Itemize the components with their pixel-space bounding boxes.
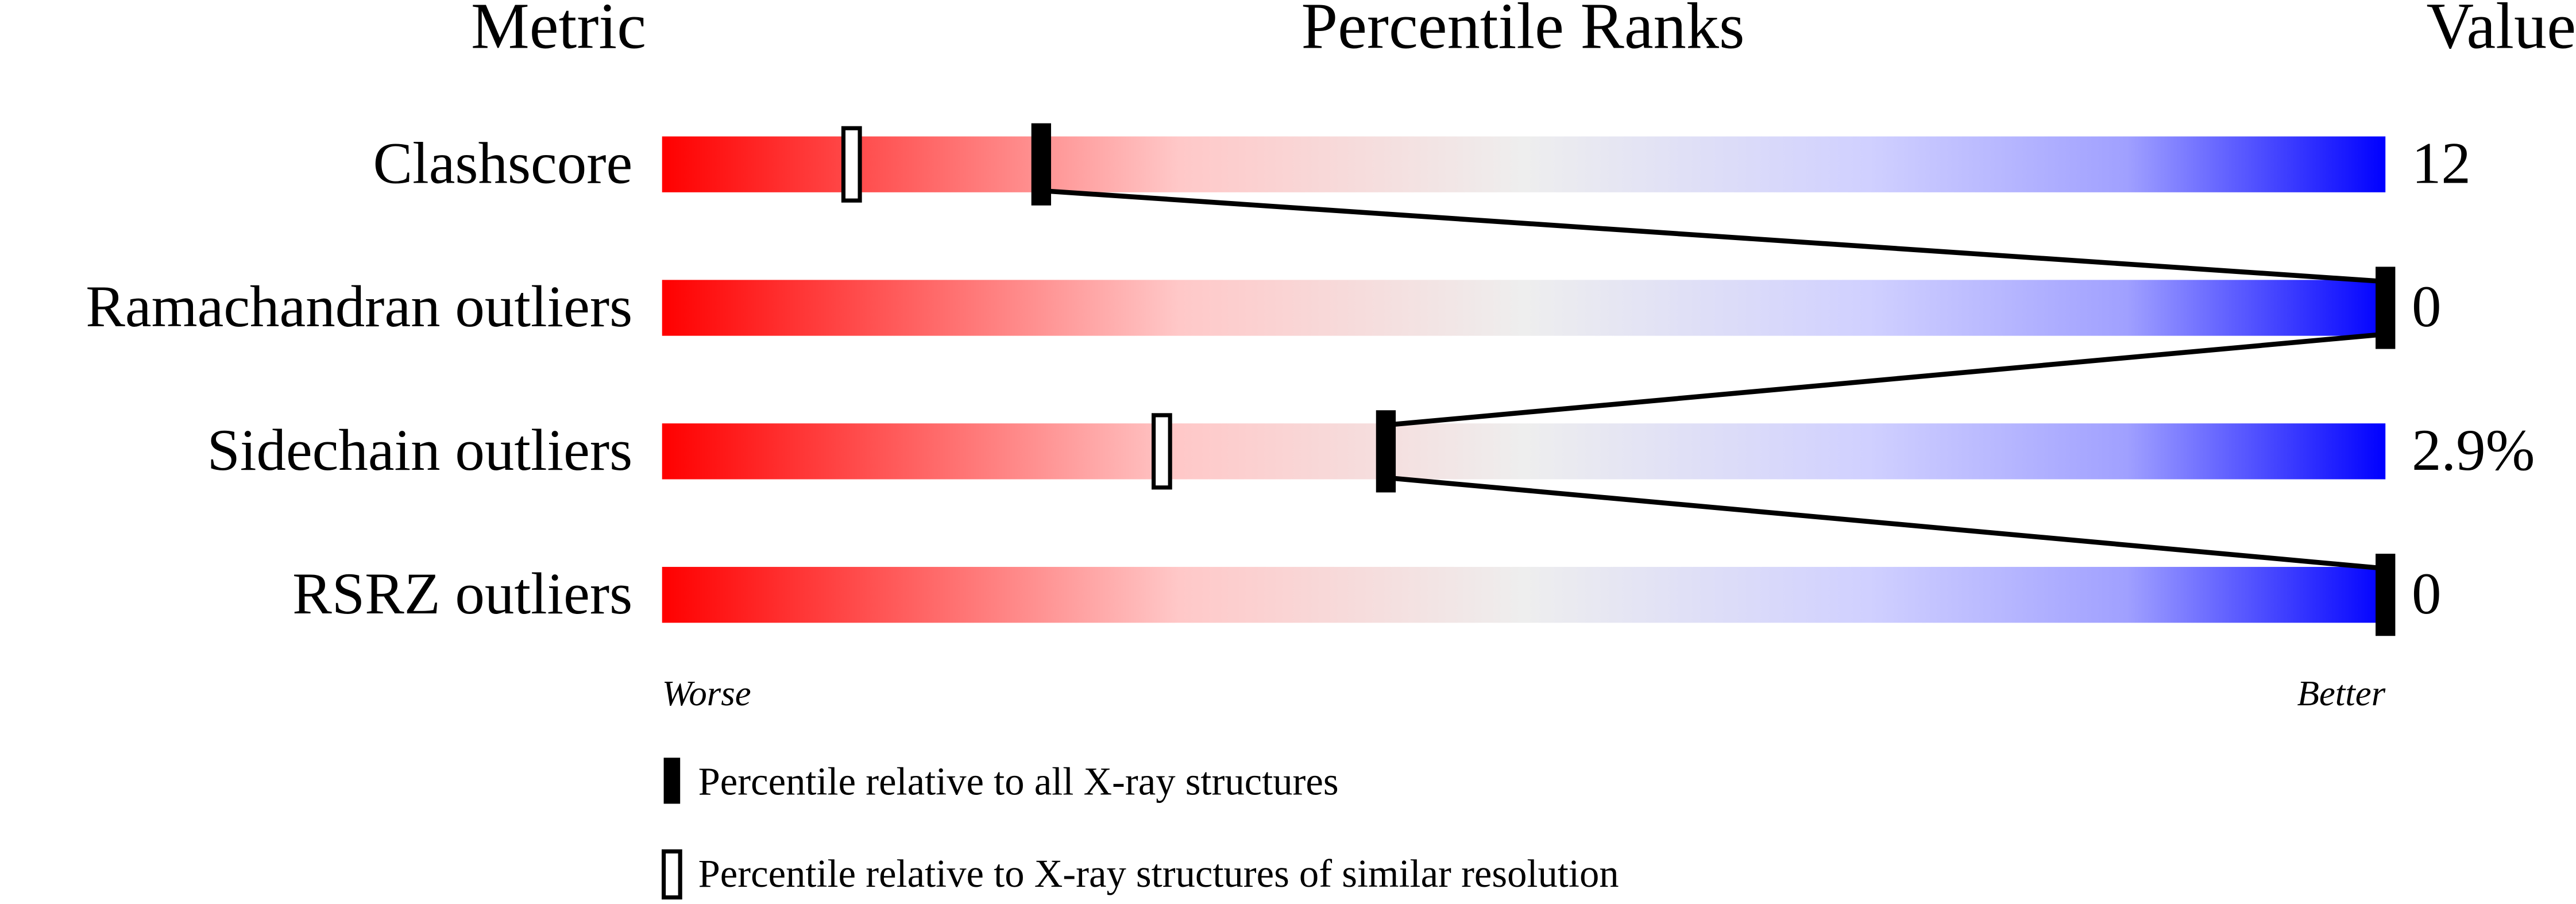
metric-label: Ramachandran outliers bbox=[86, 274, 632, 339]
marker-similar bbox=[841, 126, 862, 203]
legend-swatch-filled bbox=[663, 758, 681, 804]
legend-swatch-hollow bbox=[661, 849, 682, 900]
value-label: 0 bbox=[2412, 561, 2441, 627]
metric-label: Sidechain outliers bbox=[207, 418, 633, 483]
header-value: Value bbox=[2427, 0, 2576, 63]
header-metric: Metric bbox=[471, 0, 646, 63]
header-ranks: Percentile Ranks bbox=[1301, 0, 1745, 63]
connector-line bbox=[1041, 188, 2386, 284]
value-label: 2.9% bbox=[2412, 418, 2535, 483]
marker-similar bbox=[1151, 413, 1172, 490]
worse-label: Worse bbox=[662, 673, 751, 713]
marker-all bbox=[2376, 554, 2396, 636]
gradient-bar bbox=[662, 423, 2386, 480]
legend-label: Percentile relative to X-ray structures … bbox=[698, 852, 1619, 895]
value-label: 12 bbox=[2412, 130, 2471, 196]
gradient-bar bbox=[662, 136, 2386, 192]
connector-line bbox=[1385, 331, 2386, 428]
legend-label: Percentile relative to all X-ray structu… bbox=[698, 760, 1339, 803]
metric-label: Clashscore bbox=[373, 130, 632, 196]
connector-line bbox=[1385, 475, 2386, 571]
marker-all bbox=[1031, 123, 1051, 206]
metric-label: RSRZ outliers bbox=[292, 561, 632, 627]
gradient-bar bbox=[662, 280, 2386, 336]
gradient-bar bbox=[662, 567, 2386, 623]
better-label: Better bbox=[2297, 673, 2385, 713]
marker-all bbox=[1376, 410, 1396, 493]
marker-all bbox=[2376, 266, 2396, 349]
value-label: 0 bbox=[2412, 274, 2441, 339]
